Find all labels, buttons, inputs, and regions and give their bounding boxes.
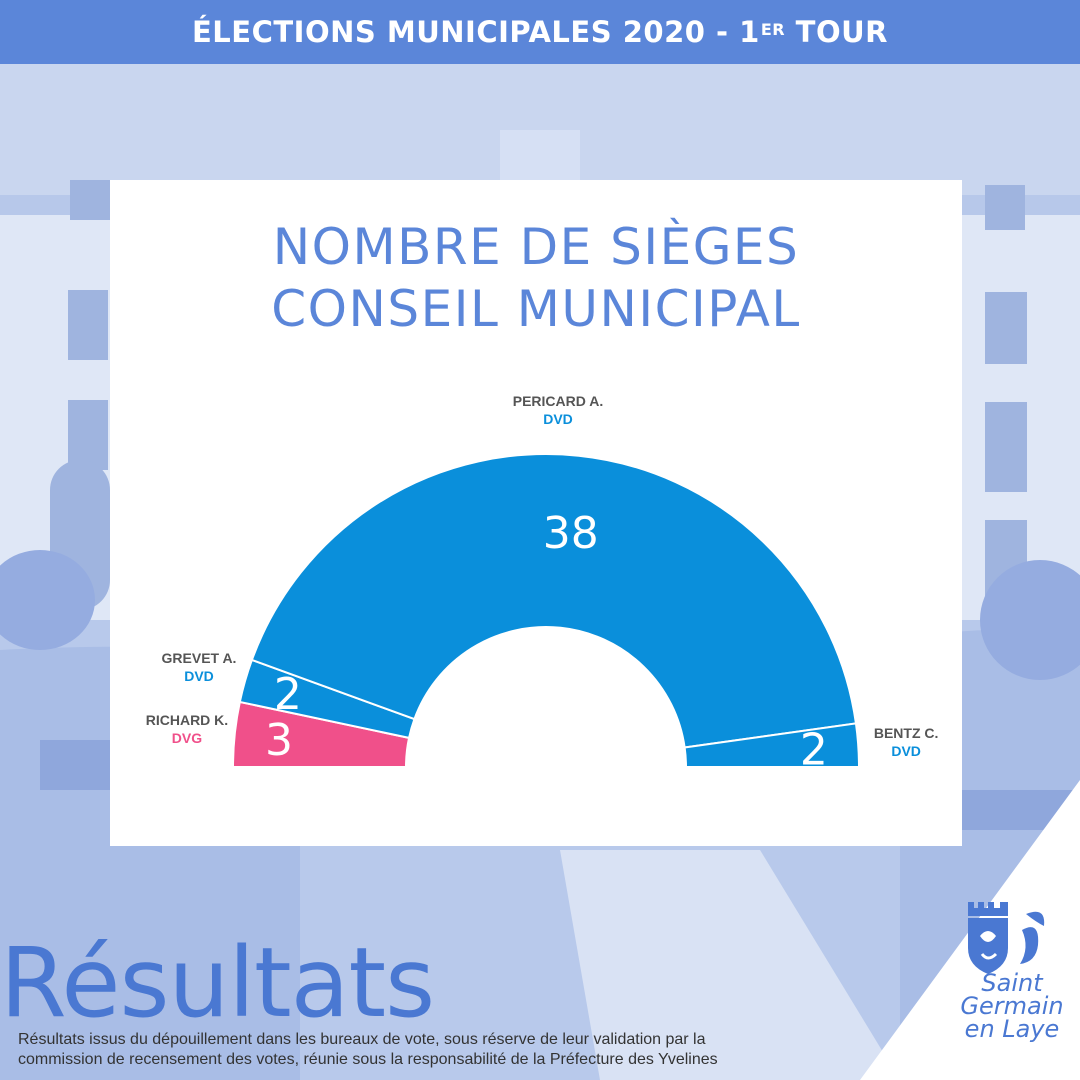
results-card: NOMBRE DE SIÈGES CONSEIL MUNICIPAL 3 2 38 2… [110,180,962,846]
disclaimer-text: Résultats issus du dépouillement dans le… [18,1030,818,1070]
candidate-party: DVG [171,730,203,747]
results-heading: Résultats [0,927,435,1039]
header-banner: ÉLECTIONS MUNICIPALES 2020 - 1 ER TOUR [0,0,1080,64]
logo-line1: Saint [981,969,1043,997]
banner-title-tail: TOUR [785,15,888,49]
banner-title-superscript: ER [760,19,786,39]
candidate-name: BENTZ C. [873,724,939,741]
city-logo-text: Saint Germain en Laye [952,969,1072,1043]
candidate-party: DVD [891,742,921,759]
chart-title-line2: CONSEIL MUNICIPAL [271,280,801,338]
candidate-name: PERICARD A. [512,393,604,409]
disclaimer-line1: Résultats issus du dépouillement dans le… [18,1031,706,1048]
candidate-name: GREVET A. [161,650,237,667]
seat-slice-3 [683,722,861,768]
disclaimer-line2: commission de recensement des votes, réu… [18,1051,718,1068]
candidate-party: DVD [543,411,573,427]
chart-title-line1: NOMBRE DE SIÈGES [272,218,800,276]
candidate-label-2: PERICARD A. DVD [498,392,618,428]
logo-line3: en Laye [964,1015,1060,1043]
city-crest-icon [968,902,1045,974]
candidate-label-1: GREVET A. DVD [139,649,259,685]
candidate-party: DVD [184,668,214,685]
seat-value-3: 2 [800,724,828,775]
banner-title: ÉLECTIONS MUNICIPALES 2020 - 1 [192,15,760,49]
candidate-label-3: BENTZ C. DVD [846,724,966,760]
seat-value-2: 38 [543,508,599,559]
candidate-label-0: RICHARD K. DVG [127,711,247,747]
seat-slice-2 [250,453,858,749]
chart-title: NOMBRE DE SIÈGES CONSEIL MUNICIPAL [110,216,962,340]
logo-line2: Germain [960,992,1064,1020]
candidate-name: RICHARD K. [145,712,229,729]
seat-value-0: 3 [265,715,293,766]
